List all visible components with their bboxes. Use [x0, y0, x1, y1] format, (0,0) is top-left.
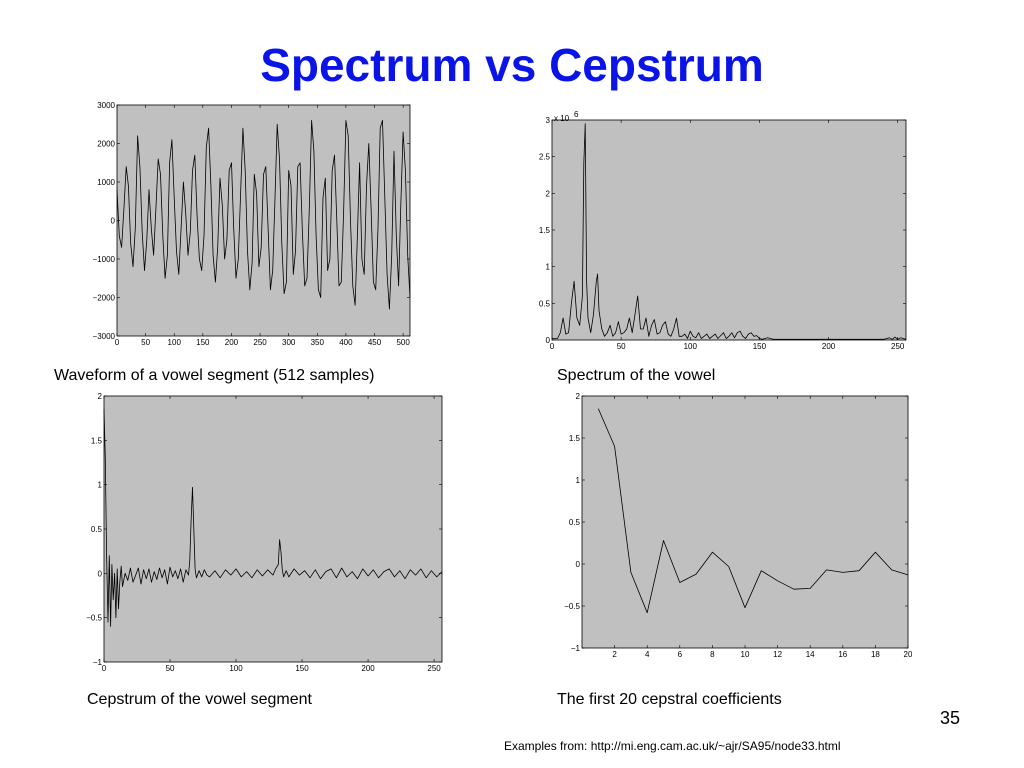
coefficients-xtick-label: 2	[612, 650, 617, 659]
waveform-xtick-label: 100	[168, 338, 182, 347]
coefficients-xtick-label: 14	[806, 650, 815, 659]
coefficients-ytick-label: 0	[576, 560, 581, 569]
cepstrum-plot-area	[103, 395, 443, 663]
coefficients-plot: 2 4 6 8 10 12 14 16 18 20 −1 −0.5 0 0.5 1 1.5 2	[562, 390, 912, 662]
waveform-ytick-label: −1000	[93, 255, 116, 264]
cepstrum-xtick-label: 50	[166, 664, 175, 673]
coefficients-caption: The first 20 cepstral coefficients	[557, 691, 782, 708]
spectrum-xtick-label: 50	[617, 342, 626, 351]
cepstrum-plot: 0 50 100 150 200 250 −1 −0.5 0 0.5 1 1.5 2	[84, 390, 446, 675]
coefficients-xtick-label: 8	[710, 650, 715, 659]
spectrum-exponent-value: 6	[574, 110, 579, 119]
spectrum-series-line	[552, 123, 907, 340]
cepstrum-xtick-label: 100	[229, 664, 243, 673]
waveform-xtick-label: 150	[196, 338, 210, 347]
waveform-xtick-label: 300	[282, 338, 296, 347]
waveform-xtick-label: 250	[253, 338, 267, 347]
page-number: 35	[940, 708, 961, 728]
spectrum-xtick-label: 150	[753, 342, 767, 351]
coefficients-plot-area	[581, 395, 909, 649]
coefficients-xtick-label: 10	[741, 650, 750, 659]
waveform-chart: 0 50 100 150 200 250 300 350 400 450 500 −3000 −2000…	[93, 101, 411, 347]
waveform-ytick-label: 2000	[97, 140, 115, 149]
spectrum-xtick-label: 0	[550, 342, 555, 351]
waveform-ytick-label: 0	[111, 217, 116, 226]
spectrum-ytick-label: 0	[546, 336, 551, 345]
coefficients-ytick-label: −1	[571, 644, 581, 653]
waveform-xtick-label: 350	[311, 338, 325, 347]
spectrum-exponent-label: x 10	[554, 114, 570, 123]
spectrum-ytick-label: 3	[546, 116, 551, 125]
cepstrum-xtick-label: 200	[361, 664, 375, 673]
waveform-ytick-label: 3000	[97, 101, 115, 110]
cepstrum-ytick-label: 0	[98, 569, 103, 578]
coefficients-xtick-label: 12	[773, 650, 782, 659]
coefficients-xtick-label: 20	[904, 650, 912, 659]
spectrum-plot-area	[551, 119, 907, 341]
cepstrum-ytick-label: −1	[93, 658, 103, 667]
waveform-xtick-label: 450	[368, 338, 382, 347]
slide-title: Spectrum vs Cepstrum	[260, 39, 764, 91]
coefficients-series-line	[597, 408, 909, 614]
spectrum-xtick-label: 100	[684, 342, 698, 351]
coefficients-ytick-label: 2	[576, 392, 581, 401]
spectrum-caption: Spectrum of the vowel	[557, 367, 716, 384]
spectrum-ytick-label: 1	[546, 263, 551, 272]
waveform-plot-area	[116, 104, 411, 337]
waveform-caption: Waveform of a vowel segment (512 samples…	[54, 367, 375, 384]
cepstrum-xtick-label: 0	[102, 664, 107, 673]
coefficients-xtick-label: 18	[871, 650, 880, 659]
coefficients-chart: 2 4 6 8 10 12 14 16 18 20 −1 −0.5 0 0.5 1 1.5 2	[564, 392, 912, 659]
spectrum-ytick-label: 1.5	[539, 226, 551, 235]
spectrum-ytick-label: 0.5	[539, 299, 551, 308]
waveform-xtick-label: 400	[339, 338, 353, 347]
cepstrum-ytick-label: 0.5	[91, 525, 103, 534]
coefficients-ytick-label: 0.5	[569, 518, 581, 527]
spectrum-ytick-label: 2.5	[539, 153, 551, 162]
waveform-xtick-label: 0	[115, 338, 120, 347]
spectrum-xtick-label: 250	[891, 342, 905, 351]
coefficients-ytick-label: 1	[576, 476, 581, 485]
coefficients-xtick-label: 6	[678, 650, 683, 659]
waveform-plot: 0 50 100 150 200 250 300 350 400 450 500 −3000 −2000…	[92, 100, 414, 350]
waveform-xtick-label: 200	[225, 338, 239, 347]
coefficients-ytick-label: 1.5	[569, 434, 581, 443]
coefficients-ytick-label: −0.5	[564, 602, 580, 611]
cepstrum-xtick-label: 250	[427, 664, 441, 673]
coefficients-xtick-label: 16	[838, 650, 847, 659]
cepstrum-ytick-label: 1.5	[91, 436, 103, 445]
cepstrum-xtick-label: 150	[295, 664, 309, 673]
cepstrum-series-line	[103, 409, 443, 627]
spectrum-plot: 0 50 100 150 200 250 0 0.5 1 1.5 2 2.5 3 x 10 6	[522, 108, 910, 351]
waveform-ytick-label: −3000	[93, 332, 116, 341]
spectrum-chart: 0 50 100 150 200 250 0 0.5 1 1.5 2 2.5 3 x 10 6	[539, 110, 907, 351]
spectrum-ytick-label: 2	[546, 189, 551, 198]
waveform-series-line	[116, 119, 411, 310]
waveform-ytick-label: 1000	[97, 178, 115, 187]
spectrum-xtick-label: 200	[822, 342, 836, 351]
waveform-xtick-label: 50	[141, 338, 150, 347]
cepstrum-ytick-label: −0.5	[86, 614, 102, 623]
cepstrum-ytick-label: 2	[98, 392, 103, 401]
waveform-ytick-label: −2000	[93, 294, 116, 303]
cepstrum-ytick-label: 1	[98, 481, 103, 490]
cepstrum-chart: 0 50 100 150 200 250 −1 −0.5 0 0.5 1 1.5 2	[86, 392, 443, 673]
cepstrum-caption: Cepstrum of the vowel segment	[87, 691, 312, 708]
source-note: Examples from: http://mi.eng.cam.ac.uk/~…	[504, 739, 841, 753]
coefficients-xtick-label: 4	[645, 650, 650, 659]
waveform-xtick-label: 500	[396, 338, 410, 347]
